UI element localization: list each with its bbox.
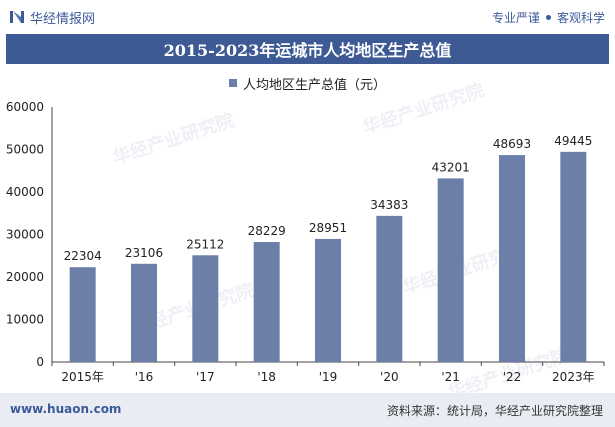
bar-value-label: 28951 — [309, 221, 347, 235]
y-tick-label: 60000 — [6, 100, 44, 114]
x-tick-label: 2023年 — [552, 370, 595, 384]
bar — [376, 215, 403, 362]
bar-value-label: 23106 — [125, 246, 163, 260]
tagline-right: 客观科学 — [556, 10, 605, 25]
x-tick-label: '18 — [257, 370, 276, 384]
bar — [253, 242, 280, 362]
chart-title-bar: 2015-2023年运城市人均地区生产总值 — [6, 34, 609, 64]
legend-label: 人均地区生产总值（元） — [242, 77, 386, 93]
tagline-left: 专业严谨 — [491, 10, 540, 25]
y-tick-label: 40000 — [6, 185, 44, 199]
y-tick-label: 30000 — [6, 228, 44, 242]
x-tick-label: '21 — [441, 370, 460, 384]
legend-swatch — [228, 79, 237, 87]
footer-source: 资料来源：统计局，华经产业研究院整理 — [386, 404, 603, 418]
top-bar: 华经情报网 专业严谨 客观科学 — [0, 0, 615, 34]
legend: 人均地区生产总值（元） — [0, 74, 615, 93]
bar-value-label: 48693 — [493, 137, 531, 151]
x-tick-label: 2015年 — [61, 370, 104, 384]
tagline-separator-dot — [545, 14, 551, 20]
y-tick-label: 50000 — [6, 143, 44, 157]
bar — [192, 255, 219, 362]
bar-value-label: 22304 — [64, 249, 102, 263]
bar-value-label: 43201 — [432, 160, 470, 174]
bar — [131, 263, 157, 362]
brand-logo-icon — [10, 11, 24, 23]
footer: www.huaon.com 资料来源：统计局，华经产业研究院整理 — [0, 393, 615, 427]
tagline: 专业严谨 客观科学 — [492, 8, 605, 26]
y-tick-label: 0 — [36, 355, 44, 369]
bar — [437, 178, 464, 362]
bar-value-label: 28229 — [248, 224, 286, 238]
bar-value-label: 49445 — [554, 134, 592, 148]
bar — [315, 238, 341, 362]
y-tick-label: 10000 — [6, 313, 44, 327]
footer-url[interactable]: www.huaon.com — [10, 402, 122, 416]
brand[interactable]: 华经情报网 — [10, 8, 96, 27]
x-tick-label: '19 — [319, 370, 338, 384]
x-tick-label: '22 — [503, 370, 522, 384]
y-tick-label: 20000 — [6, 270, 44, 284]
brand-name: 华经情报网 — [30, 11, 96, 27]
x-tick-label: '17 — [196, 370, 215, 384]
bar — [560, 151, 587, 362]
chart-title: 2015-2023年运城市人均地区生产总值 — [163, 41, 452, 60]
bar-chart: 0 10000 20000 30000 40000 50000 60000 22304 2015… — [6, 100, 605, 384]
bar — [499, 155, 525, 362]
bar — [69, 267, 96, 362]
x-tick-label: '16 — [135, 370, 154, 384]
bar-value-label: 34383 — [370, 198, 408, 212]
bar-value-label: 25112 — [186, 237, 224, 251]
x-tick-label: '20 — [380, 370, 399, 384]
